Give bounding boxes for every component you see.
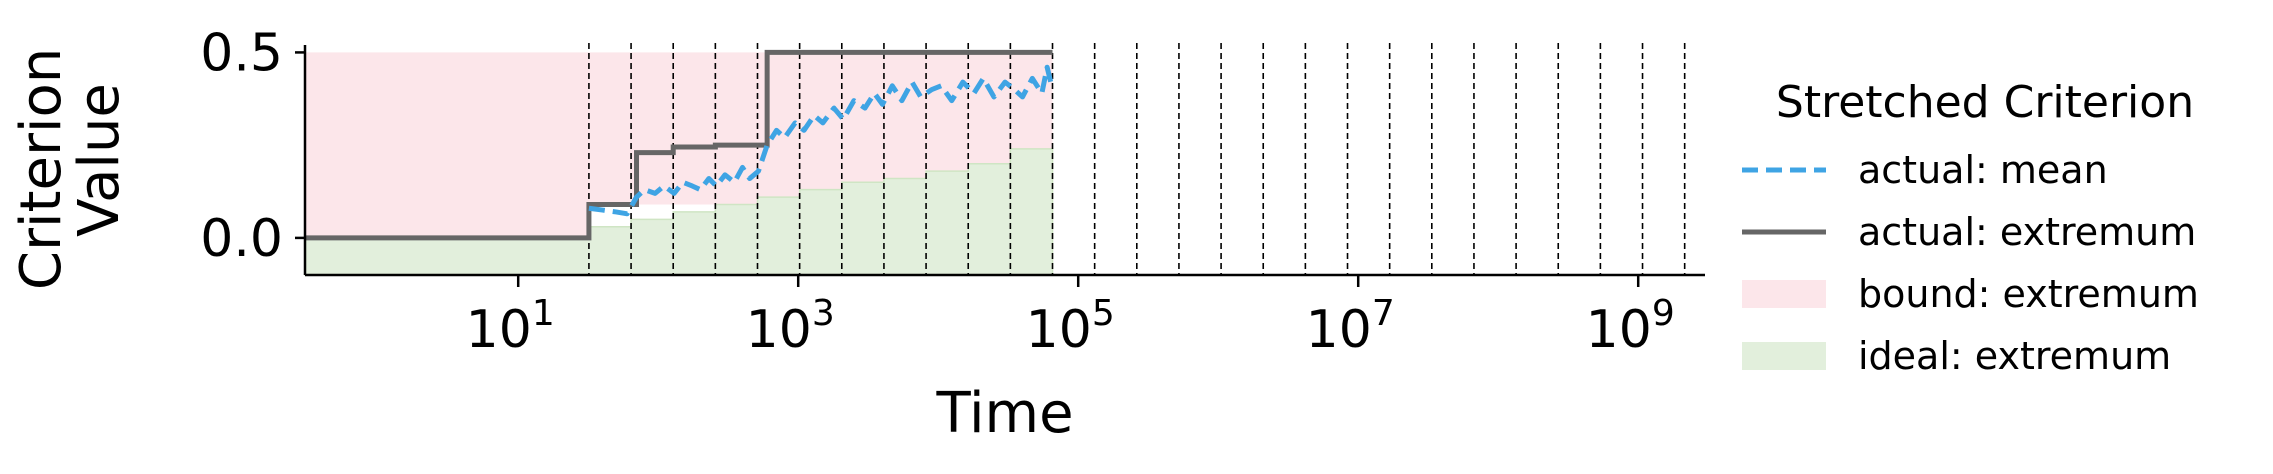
y-tick-label: 0.0 bbox=[200, 209, 283, 269]
y-axis-title-line-2: Value bbox=[67, 83, 132, 237]
x-tick-label: 109 bbox=[1586, 293, 1675, 360]
x-tick-exponent: 1 bbox=[532, 293, 555, 334]
plot-lines bbox=[305, 49, 1055, 241]
x-tick-exponent: 3 bbox=[812, 293, 835, 334]
legend-label: bound: extremum bbox=[1858, 272, 2199, 316]
y-axis-title: Criterion Value bbox=[9, 30, 132, 290]
x-axis-title: Time bbox=[935, 381, 1073, 446]
legend-swatch-patch bbox=[1742, 280, 1826, 308]
y-axis-title-line-1: Criterion bbox=[9, 48, 74, 290]
legend-label: actual: mean bbox=[1858, 148, 2108, 192]
x-tick-label: 105 bbox=[1026, 293, 1115, 360]
vertical-reference-lines bbox=[588, 43, 1686, 275]
legend-title: Stretched Criterion bbox=[1776, 77, 2194, 128]
legend-swatch-patch bbox=[1742, 342, 1826, 370]
legend: Stretched Criterion actual: mean actual: … bbox=[1742, 77, 2199, 378]
actual-mean-line bbox=[588, 64, 1055, 217]
y-tick-label: 0.5 bbox=[200, 23, 283, 83]
x-tick-exponent: 7 bbox=[1372, 293, 1395, 334]
x-tick-label: 103 bbox=[746, 293, 835, 360]
x-tick-label: 107 bbox=[1306, 293, 1395, 360]
x-tick-exponent: 9 bbox=[1652, 293, 1675, 334]
x-tick-exponent: 5 bbox=[1092, 293, 1115, 334]
legend-label: actual: extremum bbox=[1858, 210, 2196, 254]
legend-label: ideal: extremum bbox=[1858, 334, 2171, 378]
x-tick-label: 101 bbox=[466, 293, 555, 360]
